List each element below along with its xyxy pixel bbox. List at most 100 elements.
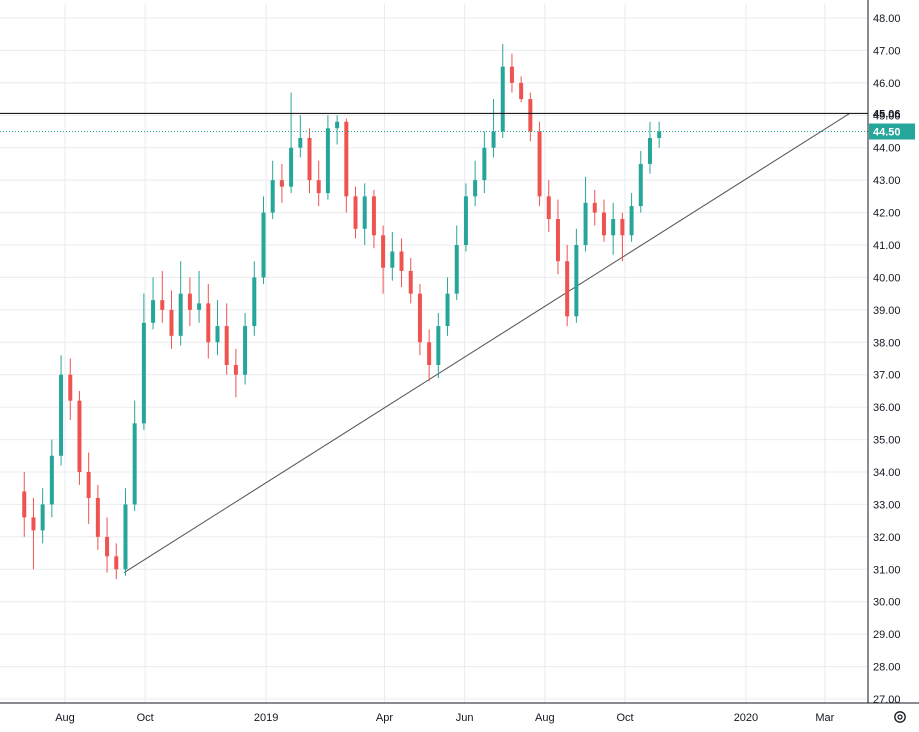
y-tick-label: 45.00	[873, 110, 901, 122]
candle-body	[59, 374, 64, 456]
candle-body	[565, 261, 570, 317]
candle-body	[454, 245, 459, 294]
candle-body	[555, 219, 560, 262]
x-tick-label: Oct	[137, 712, 154, 724]
candle	[381, 225, 386, 294]
candle	[537, 121, 542, 207]
y-tick-label: 31.00	[873, 564, 901, 576]
resistance-price-label: 45.06	[873, 108, 901, 120]
candle-body	[233, 364, 238, 375]
candle	[279, 163, 284, 203]
y-tick-label: 47.00	[873, 45, 901, 57]
y-tick-label: 37.00	[873, 370, 901, 382]
y-tick-label: 35.00	[873, 435, 901, 447]
candle-body	[316, 180, 321, 194]
candle	[187, 277, 192, 327]
candle	[473, 160, 478, 207]
candle	[565, 245, 570, 327]
candle	[169, 290, 174, 349]
candle-body	[243, 326, 248, 375]
candle-body	[574, 245, 579, 317]
y-tick-label: 27.00	[873, 694, 901, 706]
candle	[178, 261, 183, 346]
candle	[500, 43, 505, 138]
candle-body	[381, 235, 386, 268]
candle-body	[169, 309, 174, 336]
candle	[49, 439, 54, 518]
y-tick-label: 41.00	[873, 240, 901, 252]
candle	[408, 257, 413, 304]
candle	[555, 199, 560, 275]
y-tick-label: 42.00	[873, 208, 901, 220]
y-tick-label: 46.00	[873, 78, 901, 90]
candle-body	[206, 303, 211, 343]
candle	[270, 160, 275, 220]
candle	[243, 313, 248, 385]
candle	[436, 313, 441, 378]
candles	[22, 43, 662, 580]
candle	[86, 452, 91, 524]
candle-body	[49, 455, 54, 505]
candle-body	[583, 202, 588, 245]
candle	[141, 293, 146, 430]
candle	[371, 189, 376, 249]
candle-body	[105, 536, 110, 557]
candle-body	[307, 137, 312, 181]
candle	[151, 277, 156, 330]
candle	[31, 497, 36, 570]
candle-body	[197, 303, 202, 310]
candle-body	[638, 163, 643, 207]
candle-body	[546, 196, 551, 220]
candle	[59, 355, 64, 466]
candle	[298, 115, 303, 158]
candle-body	[160, 300, 165, 310]
candle-body	[436, 326, 441, 365]
candle	[344, 118, 349, 213]
candle	[546, 180, 551, 233]
candle-body	[620, 219, 625, 236]
candle	[68, 358, 73, 421]
y-tick-label: 30.00	[873, 597, 901, 609]
candle-body	[491, 131, 496, 148]
candle-body	[123, 504, 128, 570]
last-price-label: 44.50	[873, 127, 901, 139]
candle	[657, 121, 662, 148]
candle	[215, 300, 220, 356]
candle-body	[151, 300, 156, 323]
candle	[528, 92, 533, 142]
candle	[491, 99, 496, 158]
x-tick-label: Jun	[456, 712, 474, 724]
candle	[417, 283, 422, 356]
candle-body	[132, 423, 137, 505]
candle-body	[445, 293, 450, 327]
candle-body	[417, 293, 422, 343]
x-tick-label: Oct	[616, 712, 633, 724]
support-trendline	[123, 112, 851, 573]
candle-body	[408, 270, 413, 294]
candle	[132, 400, 137, 511]
candle	[629, 193, 634, 242]
candle	[592, 189, 597, 226]
candle	[601, 199, 606, 242]
x-tick-label: Apr	[376, 712, 393, 724]
gear-icon[interactable]	[894, 711, 906, 723]
y-tick-label: 38.00	[873, 337, 901, 349]
candle-body	[298, 137, 303, 148]
candle-body	[362, 196, 367, 229]
candle	[325, 115, 330, 200]
candle	[77, 390, 82, 485]
candle-body	[647, 137, 652, 164]
candle-body	[31, 517, 36, 531]
candle-body	[344, 121, 349, 197]
candle	[252, 261, 257, 336]
candle	[399, 238, 404, 288]
candle-body	[399, 251, 404, 271]
candle-body	[657, 131, 662, 138]
candle	[289, 92, 294, 194]
candle-body	[528, 99, 533, 132]
candle	[427, 329, 432, 382]
candle-body	[482, 147, 487, 181]
